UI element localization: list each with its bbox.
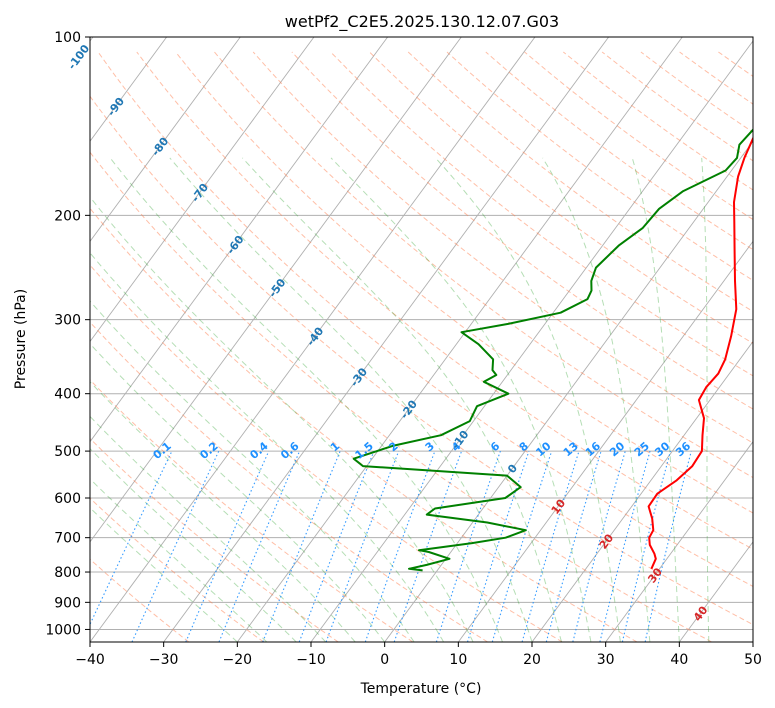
- isotherm-line: [90, 37, 389, 443]
- x-tick-label: −10: [296, 652, 326, 668]
- y-tick-label: 600: [54, 491, 81, 507]
- mixing-ratio-line: [491, 450, 553, 642]
- dry-adiabat: [407, 51, 753, 313]
- mixing-ratio-line: [599, 450, 651, 642]
- mixing-ratio-line: [325, 450, 400, 642]
- isotherm-line: [90, 37, 315, 343]
- y-tick-label: 400: [54, 387, 81, 403]
- y-tick-label: 300: [54, 313, 81, 329]
- moist-adiabat: [90, 342, 386, 642]
- mixing-ratio-line: [521, 450, 580, 642]
- x-axis-title: Temperature (°C): [360, 681, 482, 697]
- x-tick-label: 10: [449, 652, 467, 668]
- plot-area: [90, 37, 753, 642]
- dry-adiabat: [90, 321, 488, 642]
- mixing-ratio-line: [572, 450, 626, 642]
- moist-adiabat: [109, 157, 503, 642]
- x-tick-label: 30: [597, 652, 615, 668]
- grid-layer: [90, 37, 775, 642]
- moist-adiabat: [330, 157, 592, 642]
- dewpoint-profile-line: [352, 128, 753, 572]
- dry-adiabat: [175, 51, 753, 514]
- dry-adiabat: [330, 51, 753, 377]
- y-axis-title: Pressure (hPa): [13, 289, 29, 389]
- moist-adiabat: [435, 157, 621, 642]
- isotherm-line: [236, 37, 683, 642]
- moist-adiabat: [90, 381, 356, 642]
- x-tick-label: 0: [380, 652, 389, 668]
- mixing-ratio-line: [262, 450, 341, 642]
- mixing-ratio-line: [435, 450, 501, 642]
- x-tick-label: 50: [744, 652, 762, 668]
- isotherm-line: [90, 37, 536, 642]
- mixing-ratio-line: [545, 450, 602, 642]
- isotherm-line: [531, 340, 753, 642]
- isotherm-line: [310, 40, 753, 642]
- y-tick-label: 1000: [45, 622, 81, 638]
- x-tick-label: −20: [223, 652, 253, 668]
- moist-adiabat: [90, 415, 327, 642]
- x-tick-label: 40: [670, 652, 688, 668]
- isotherm-line: [457, 240, 753, 642]
- x-tick-label: 20: [523, 652, 541, 668]
- dry-adiabat: [757, 52, 775, 642]
- temperature-profile-line: [647, 136, 753, 570]
- isotherm-line: [90, 37, 168, 142]
- moist-adiabat: [169, 157, 533, 642]
- y-tick-label: 800: [54, 565, 81, 581]
- dry-adiabat: [90, 437, 339, 642]
- y-tick-label: 900: [54, 595, 81, 611]
- isotherm-line: [163, 37, 610, 642]
- y-tick-label: 200: [54, 208, 81, 224]
- mixing-ratio-line: [393, 450, 463, 642]
- plot-frame: [89, 36, 754, 643]
- y-tick-label: 700: [54, 531, 81, 547]
- series-layer: [352, 128, 753, 572]
- mixing-ratio-line: [621, 450, 672, 642]
- dry-adiabat: [291, 51, 753, 410]
- isotherm-line: [90, 37, 241, 243]
- moist-adiabat: [90, 478, 268, 642]
- moist-adiabat: [542, 157, 651, 642]
- moist-adiabat: [242, 157, 562, 642]
- mixing-ratio-line: [218, 450, 301, 642]
- dry-adiabat: [90, 207, 638, 642]
- isotherm-line: [752, 641, 753, 642]
- mixing-ratio-line: [364, 450, 436, 642]
- mixing-ratio-line: [185, 450, 270, 642]
- moist-adiabat: [90, 196, 474, 642]
- isotherm-line: [605, 440, 753, 642]
- isotherm-label: -100: [65, 42, 92, 72]
- x-tick-label: −40: [75, 652, 105, 668]
- dry-adiabat: [90, 379, 414, 642]
- axis-layer: −40 −30 −20 −10 0 10 20 30 40 50 100 200 300 400 500 60…: [45, 30, 762, 668]
- dry-adiabat: [90, 558, 190, 642]
- mixing-ratio-line: [644, 450, 692, 642]
- mixing-ratio-line: [466, 450, 530, 642]
- x-tick-label: −30: [149, 652, 179, 668]
- chart-title: wetPf2_C2E5.2025.130.12.07.G03: [285, 12, 559, 32]
- dry-adiabat: [214, 51, 753, 479]
- moist-adiabat: [701, 157, 710, 642]
- dry-adiabat: [90, 264, 563, 642]
- isotherm-line: [384, 140, 753, 642]
- dry-adiabat: [90, 151, 712, 642]
- mixing-ratio-line: [298, 450, 375, 642]
- y-tick-label: 500: [54, 444, 81, 460]
- moist-adiabat: [631, 157, 680, 642]
- y-tick-label: 100: [54, 30, 81, 46]
- dry-adiabat: [97, 51, 753, 587]
